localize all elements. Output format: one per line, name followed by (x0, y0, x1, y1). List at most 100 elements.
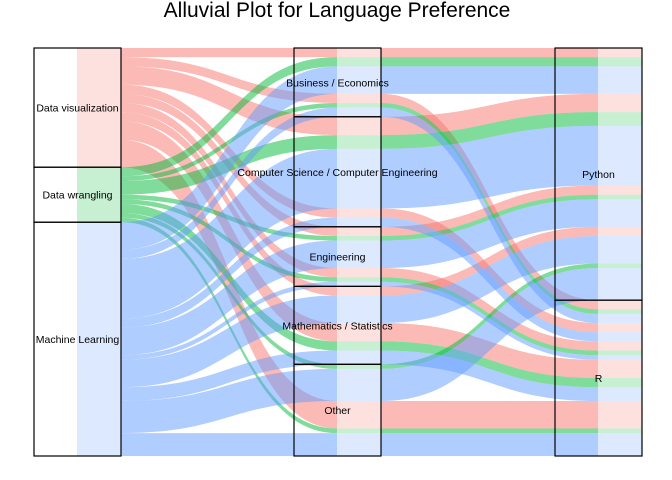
lode-segment (337, 400, 381, 429)
flow-band (121, 240, 337, 356)
flow-band (121, 103, 337, 181)
lode-segment (337, 135, 381, 149)
flow-band (121, 57, 337, 177)
flow-band (381, 235, 598, 324)
lode-segment (77, 112, 121, 122)
lode-segment (337, 364, 381, 369)
lode-segment (598, 355, 642, 360)
lode-segment (77, 167, 121, 177)
stratum-label: R (595, 373, 603, 385)
flow-band (121, 103, 337, 278)
lode-segment (337, 66, 381, 94)
lode-segment (337, 217, 381, 227)
lode-segment (77, 48, 121, 58)
lode-segment (337, 103, 381, 108)
stratum-box-interest (33, 221, 122, 457)
flow-band (121, 48, 337, 58)
lode-segment (598, 268, 642, 301)
stratum-label: Data wrangling (42, 190, 112, 202)
chart-title: Alluvial Plot for Language Preference (164, 0, 511, 22)
lode-segment (598, 350, 642, 356)
lode-segment (598, 387, 642, 401)
flow-band (121, 217, 337, 328)
lode-segment (77, 57, 121, 67)
flow-band (121, 350, 337, 401)
lode-segment (337, 323, 381, 342)
flow-band (381, 263, 598, 369)
stratum-box-major (293, 363, 382, 457)
lode-segment (337, 48, 381, 58)
lode-segment (337, 277, 381, 282)
lode-segment (337, 116, 381, 136)
lode-segment (77, 194, 121, 200)
lode-segment (77, 199, 121, 204)
lode-segment (337, 428, 381, 434)
lode-segment (77, 433, 121, 456)
lode-segment (598, 428, 642, 434)
lode-segment (77, 318, 121, 328)
lode-segment (77, 213, 121, 218)
flow-band (381, 107, 598, 324)
flow-band (381, 93, 598, 136)
flow-band (121, 66, 337, 250)
flow-band (381, 341, 598, 388)
lode-segment (77, 327, 121, 356)
lode-segment (337, 107, 381, 117)
lode-segment (598, 359, 642, 379)
stratum-label: Computer Science / Computer Engineering (237, 167, 437, 179)
lode-segment (77, 66, 121, 85)
stratum-label: Python (582, 169, 615, 181)
stratum-label: Other (324, 405, 351, 417)
flow-band (121, 66, 337, 136)
lode-segment (77, 121, 121, 140)
lode-segment (598, 313, 642, 324)
flow-band (121, 148, 337, 319)
lode-segment (77, 249, 121, 259)
lode-segment (337, 368, 381, 401)
lode-segment (337, 93, 381, 104)
flow-band (381, 57, 598, 67)
lode-segment (598, 341, 642, 351)
lode-segment (337, 350, 381, 365)
flow-band (121, 203, 337, 351)
lode-segment (77, 222, 121, 250)
flow-band (381, 93, 598, 310)
flow-band (121, 433, 337, 456)
lode-segment (337, 240, 381, 269)
flow-band (381, 226, 598, 296)
lode-segment (598, 263, 642, 269)
flow-band (121, 295, 337, 388)
lode-segment (598, 185, 642, 195)
flow-band (381, 103, 598, 314)
flows-layer (77, 48, 642, 456)
lode-segment (337, 235, 381, 241)
lode-segment (337, 148, 381, 209)
lode-segment (77, 93, 121, 104)
stratum-label: Engineering (309, 252, 365, 264)
lode-segment (77, 103, 121, 113)
flow-band (381, 48, 598, 58)
stratum-label: Business / Economics (286, 77, 389, 89)
lode-segment (598, 93, 642, 113)
lode-segment (337, 433, 381, 456)
lode-segment (598, 112, 642, 126)
lode-segment (337, 208, 381, 218)
flow-band (121, 107, 337, 259)
flow-band (381, 112, 598, 149)
lode-segment (77, 387, 121, 401)
lode-segment (77, 355, 121, 360)
lode-segment (598, 309, 642, 314)
lode-segment (598, 199, 642, 227)
lode-segment (598, 235, 642, 264)
lode-segment (598, 226, 642, 236)
lode-segment (337, 295, 381, 324)
flow-band (381, 400, 598, 429)
lode-segment (598, 433, 642, 456)
flow-band (381, 199, 598, 269)
lode-segment (598, 57, 642, 67)
stratum-label: Mathematics / Statistics (282, 320, 392, 332)
lode-segment (77, 400, 121, 434)
lode-segment (77, 258, 121, 319)
lode-segment (77, 139, 121, 168)
flow-band (381, 66, 598, 94)
